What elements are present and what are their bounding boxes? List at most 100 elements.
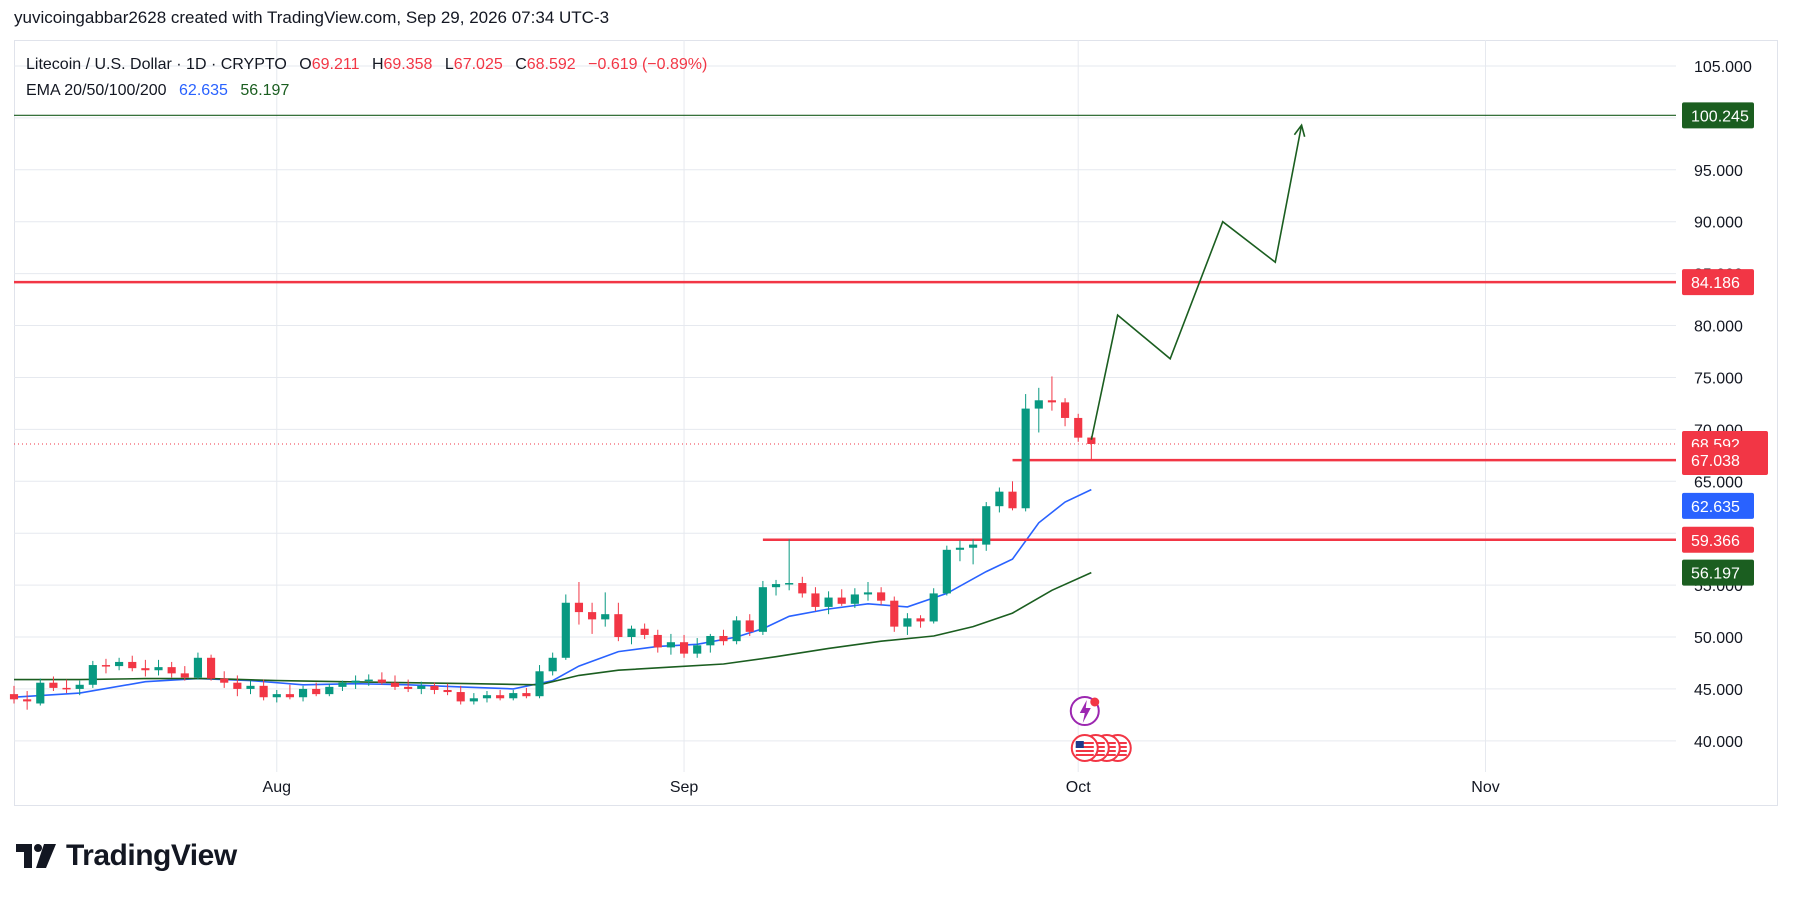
projection-arrow[interactable] (1090, 123, 1306, 440)
low-label: L (444, 56, 454, 73)
y-tick-label: 45.000 (1694, 682, 1743, 699)
candle-body (23, 699, 32, 702)
candle-body (850, 594, 859, 604)
candle-body (574, 602, 584, 613)
candle-body (863, 592, 873, 595)
price-tag-59.366 (1682, 526, 1754, 553)
x-tick-label-aug: Aug (263, 779, 291, 796)
candle-body (207, 657, 216, 679)
change-value: −0.619 (−0.89%) (588, 56, 708, 73)
flag-canton (1075, 741, 1084, 748)
candle-body (929, 593, 938, 622)
y-tick-label: 80.000 (1694, 319, 1743, 336)
candle-body (548, 657, 557, 672)
candle-body (679, 642, 689, 654)
close-value: 68.592 (526, 56, 576, 73)
candle-body (561, 602, 570, 658)
candle-body (298, 688, 308, 698)
price-tags: 100.24584.18668.59213:25:3567.03862.6355… (1682, 102, 1768, 586)
candle-body (404, 686, 413, 689)
high-label: H (371, 56, 384, 73)
candle-body (588, 612, 597, 620)
candle-body (364, 679, 373, 682)
ema-label[interactable]: EMA 20/50/100/200 (26, 82, 167, 99)
candle-body (798, 583, 807, 594)
candle-body (601, 614, 610, 620)
horizontal-levels[interactable] (14, 114, 1676, 542)
projection-arrowhead[interactable] (1293, 123, 1306, 137)
candle-body (285, 694, 294, 698)
price-tag-62.635 (1682, 492, 1754, 519)
y-tick-label: 95.000 (1694, 163, 1743, 180)
lightning-bolt-icon (1079, 700, 1091, 723)
candle-body (49, 682, 58, 688)
candle-body (246, 685, 255, 689)
candle-body (430, 685, 439, 690)
candle-body (614, 614, 623, 638)
candle-body (535, 671, 544, 697)
tradingview-brand[interactable]: TradingView (16, 836, 237, 876)
candle-body (640, 628, 649, 635)
candle-body (351, 680, 360, 683)
candle-body (482, 695, 492, 699)
candle-body (62, 687, 71, 690)
ema-row: EMA 20/50/100/200 62.635 56.197 (26, 78, 707, 104)
chart-frame[interactable] (14, 40, 1778, 806)
candle-body (942, 549, 951, 594)
candle-body (877, 592, 886, 601)
flag-stripe (1075, 754, 1094, 756)
candle-body (771, 584, 781, 588)
grid (14, 40, 1676, 772)
candle-body (706, 635, 715, 646)
close-label: C (515, 56, 527, 73)
candles (9, 376, 1096, 710)
price-tag-label: 59.366 (1691, 533, 1740, 550)
candle-body (785, 583, 794, 585)
time-axis[interactable]: Aug Sep Oct Nov (263, 779, 1500, 796)
high-value: 69.358 (383, 56, 433, 73)
price-axis[interactable]: 40.00045.00050.00055.00060.00065.00070.0… (1694, 59, 1752, 751)
events[interactable] (1069, 696, 1132, 762)
candle-body (745, 620, 754, 632)
candle-body (955, 547, 965, 550)
candle-body (982, 506, 991, 545)
candle-body (496, 695, 505, 699)
candle-body (377, 679, 386, 683)
candle-body (272, 694, 281, 698)
candle-body (141, 668, 150, 671)
candle-body (1060, 402, 1070, 418)
candle-body (1087, 437, 1096, 444)
x-tick-label-nov: Nov (1471, 779, 1499, 796)
y-tick-label: 65.000 (1694, 474, 1743, 491)
price-tag-label: 100.245 (1691, 108, 1749, 125)
candle-body (312, 688, 321, 695)
candle-body (758, 587, 767, 632)
candle-body (443, 689, 452, 693)
candle-body (456, 692, 465, 702)
projection-path[interactable] (1090, 124, 1303, 440)
y-tick-label: 75.000 (1694, 370, 1743, 387)
candle-body (101, 665, 111, 667)
header-credit: yuvicoingabbar2628 created with TradingV… (14, 8, 610, 27)
x-tick-label-oct: Oct (1066, 779, 1091, 796)
candle-body (417, 685, 426, 689)
candle-body (115, 661, 124, 667)
candle-body (666, 642, 675, 648)
x-tick-label-sep: Sep (670, 779, 699, 796)
candle-body (509, 693, 518, 699)
candle-body (1021, 408, 1030, 509)
price-tag-label: 67.038 (1691, 453, 1740, 470)
candle-body (653, 634, 662, 648)
candle-body (1034, 400, 1043, 409)
price-tag-67.038 (1682, 447, 1754, 474)
candle-body (522, 693, 531, 697)
candle-body (259, 685, 268, 698)
symbol-title[interactable]: Litecoin / U.S. Dollar · 1D · CRYPTO (26, 56, 287, 73)
candle-body (220, 678, 229, 683)
candle-body (837, 597, 846, 604)
flag-stripe (1075, 742, 1094, 744)
candle-body (824, 597, 833, 607)
candle-body (903, 618, 912, 627)
y-tick-label: 40.000 (1694, 734, 1743, 751)
